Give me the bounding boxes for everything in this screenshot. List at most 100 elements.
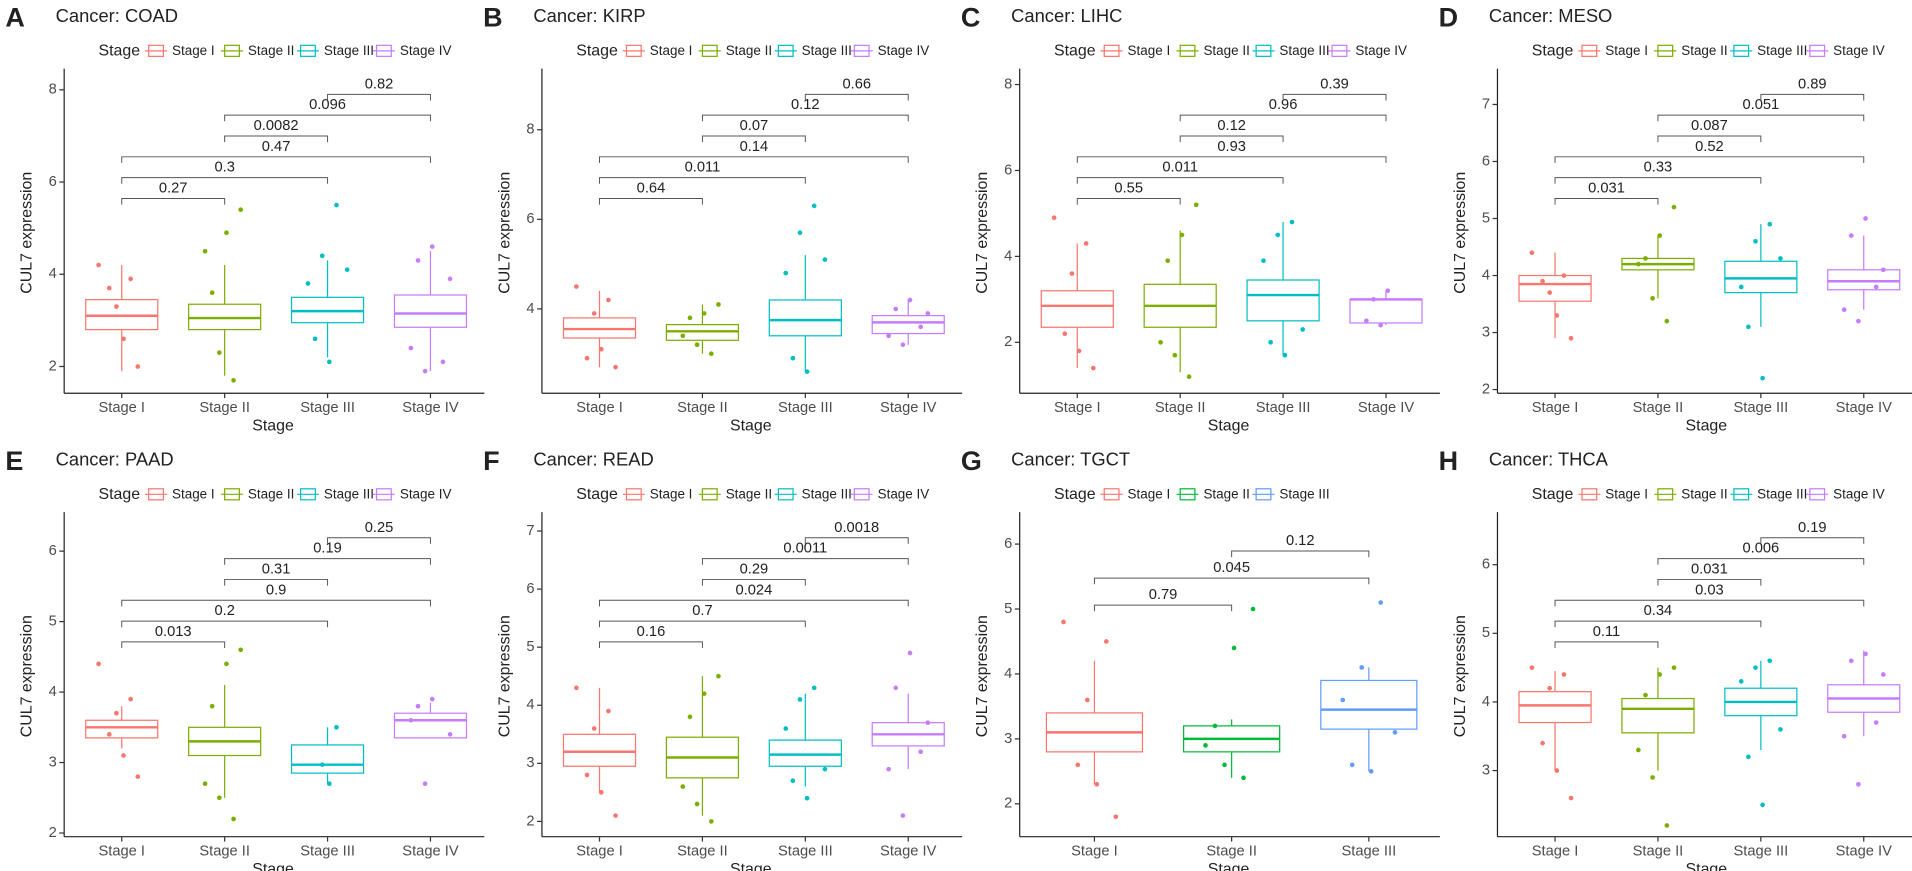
legend-label: Stage III (1279, 486, 1329, 501)
point (1069, 271, 1075, 276)
point (1268, 339, 1273, 345)
point (1561, 672, 1567, 677)
point (231, 816, 236, 822)
y-axis-title: CUL7 expression (974, 615, 991, 737)
point (1340, 697, 1346, 703)
point (613, 364, 618, 370)
y-tick-label: 7 (526, 523, 534, 539)
p-value: 0.0082 (254, 118, 299, 134)
y-axis-title: CUL7 expression (19, 172, 36, 294)
legend-title: Stage (98, 43, 140, 60)
legend-label: Stage III (1757, 486, 1807, 501)
bracket (121, 599, 431, 607)
point (606, 297, 611, 303)
x-tick-label: Stage IV (880, 400, 937, 416)
point (1172, 352, 1178, 358)
point (408, 717, 414, 723)
legend-label: Stage II (248, 486, 294, 501)
point (106, 285, 112, 291)
y-tick-label: 2 (1004, 334, 1012, 350)
point (606, 708, 611, 714)
bracket (1554, 156, 1865, 163)
bracket (224, 114, 431, 122)
y-tick-label: 6 (49, 543, 57, 559)
point (1873, 720, 1879, 725)
point (1062, 331, 1068, 337)
bracket (804, 93, 909, 101)
bracket (1760, 93, 1865, 101)
point (1368, 769, 1374, 774)
x-axis-title: Stage (730, 418, 772, 435)
point (1863, 651, 1868, 657)
point (344, 267, 350, 272)
panel: E Cancer: PAAD Stage Stage I Stage II Stage I… (5, 446, 485, 871)
point (1848, 658, 1854, 664)
point (1778, 727, 1783, 732)
p-value: 0.013 (155, 624, 192, 640)
point (1529, 665, 1535, 670)
point (1179, 232, 1185, 238)
bracket (1093, 577, 1370, 585)
point (1193, 202, 1199, 208)
point (114, 304, 119, 309)
point (893, 306, 899, 312)
bracket (701, 114, 909, 122)
panel: G Cancer: TGCT Stage Stage I Stage II Stage I… (961, 446, 1440, 871)
bracket (121, 177, 329, 184)
point (797, 697, 803, 702)
box (290, 744, 365, 774)
box (1246, 279, 1320, 322)
point (1090, 365, 1096, 371)
y-tick-label: 4 (526, 301, 534, 317)
bracket (701, 578, 806, 586)
p-value: 0.29 (740, 562, 769, 578)
panel-label: A (5, 3, 24, 33)
point (574, 284, 579, 289)
point (1349, 762, 1355, 768)
bracket (599, 156, 909, 163)
bracket (1231, 550, 1370, 558)
legend-title: Stage (1532, 486, 1574, 503)
point (804, 795, 810, 801)
point (231, 378, 236, 383)
y-axis-title: CUL7 expression (19, 615, 36, 737)
bracket (1179, 135, 1284, 143)
x-tick-label: Stage III (1733, 400, 1788, 416)
x-axis-title: Stage (1208, 861, 1250, 871)
point (804, 369, 810, 374)
point (1841, 733, 1847, 739)
point (1767, 658, 1773, 664)
x-axis-title: Stage (1208, 418, 1250, 435)
y-tick-label: 6 (526, 211, 534, 227)
bracket (1076, 156, 1387, 163)
p-value: 0.03 (1695, 582, 1724, 598)
point (1657, 233, 1663, 238)
point (591, 726, 597, 731)
point (1371, 297, 1376, 302)
point (584, 355, 590, 361)
point (1203, 743, 1208, 748)
point (1767, 221, 1773, 227)
point (822, 257, 828, 262)
p-value: 0.52 (1695, 139, 1724, 155)
point (1664, 823, 1670, 828)
point (900, 342, 906, 348)
y-axis-title: CUL7 expression (1452, 172, 1469, 294)
p-value: 0.0018 (834, 520, 879, 536)
point (216, 795, 222, 801)
panel-label: B (483, 3, 502, 33)
point (716, 673, 721, 679)
p-value: 0.55 (1114, 181, 1143, 197)
panel-title: Cancer: THCA (1489, 448, 1609, 469)
legend-label: Stage I (1605, 43, 1648, 58)
y-tick-label: 6 (1482, 153, 1490, 169)
y-tick-label: 5 (1482, 625, 1490, 641)
panel: F Cancer: READ Stage Stage I Stage II Stage I… (483, 446, 963, 871)
bracket (701, 135, 806, 143)
point (1778, 256, 1783, 261)
p-value: 0.47 (262, 139, 291, 155)
panel-label: C (961, 3, 980, 33)
point (893, 685, 899, 691)
box (871, 315, 945, 335)
point (96, 661, 101, 667)
